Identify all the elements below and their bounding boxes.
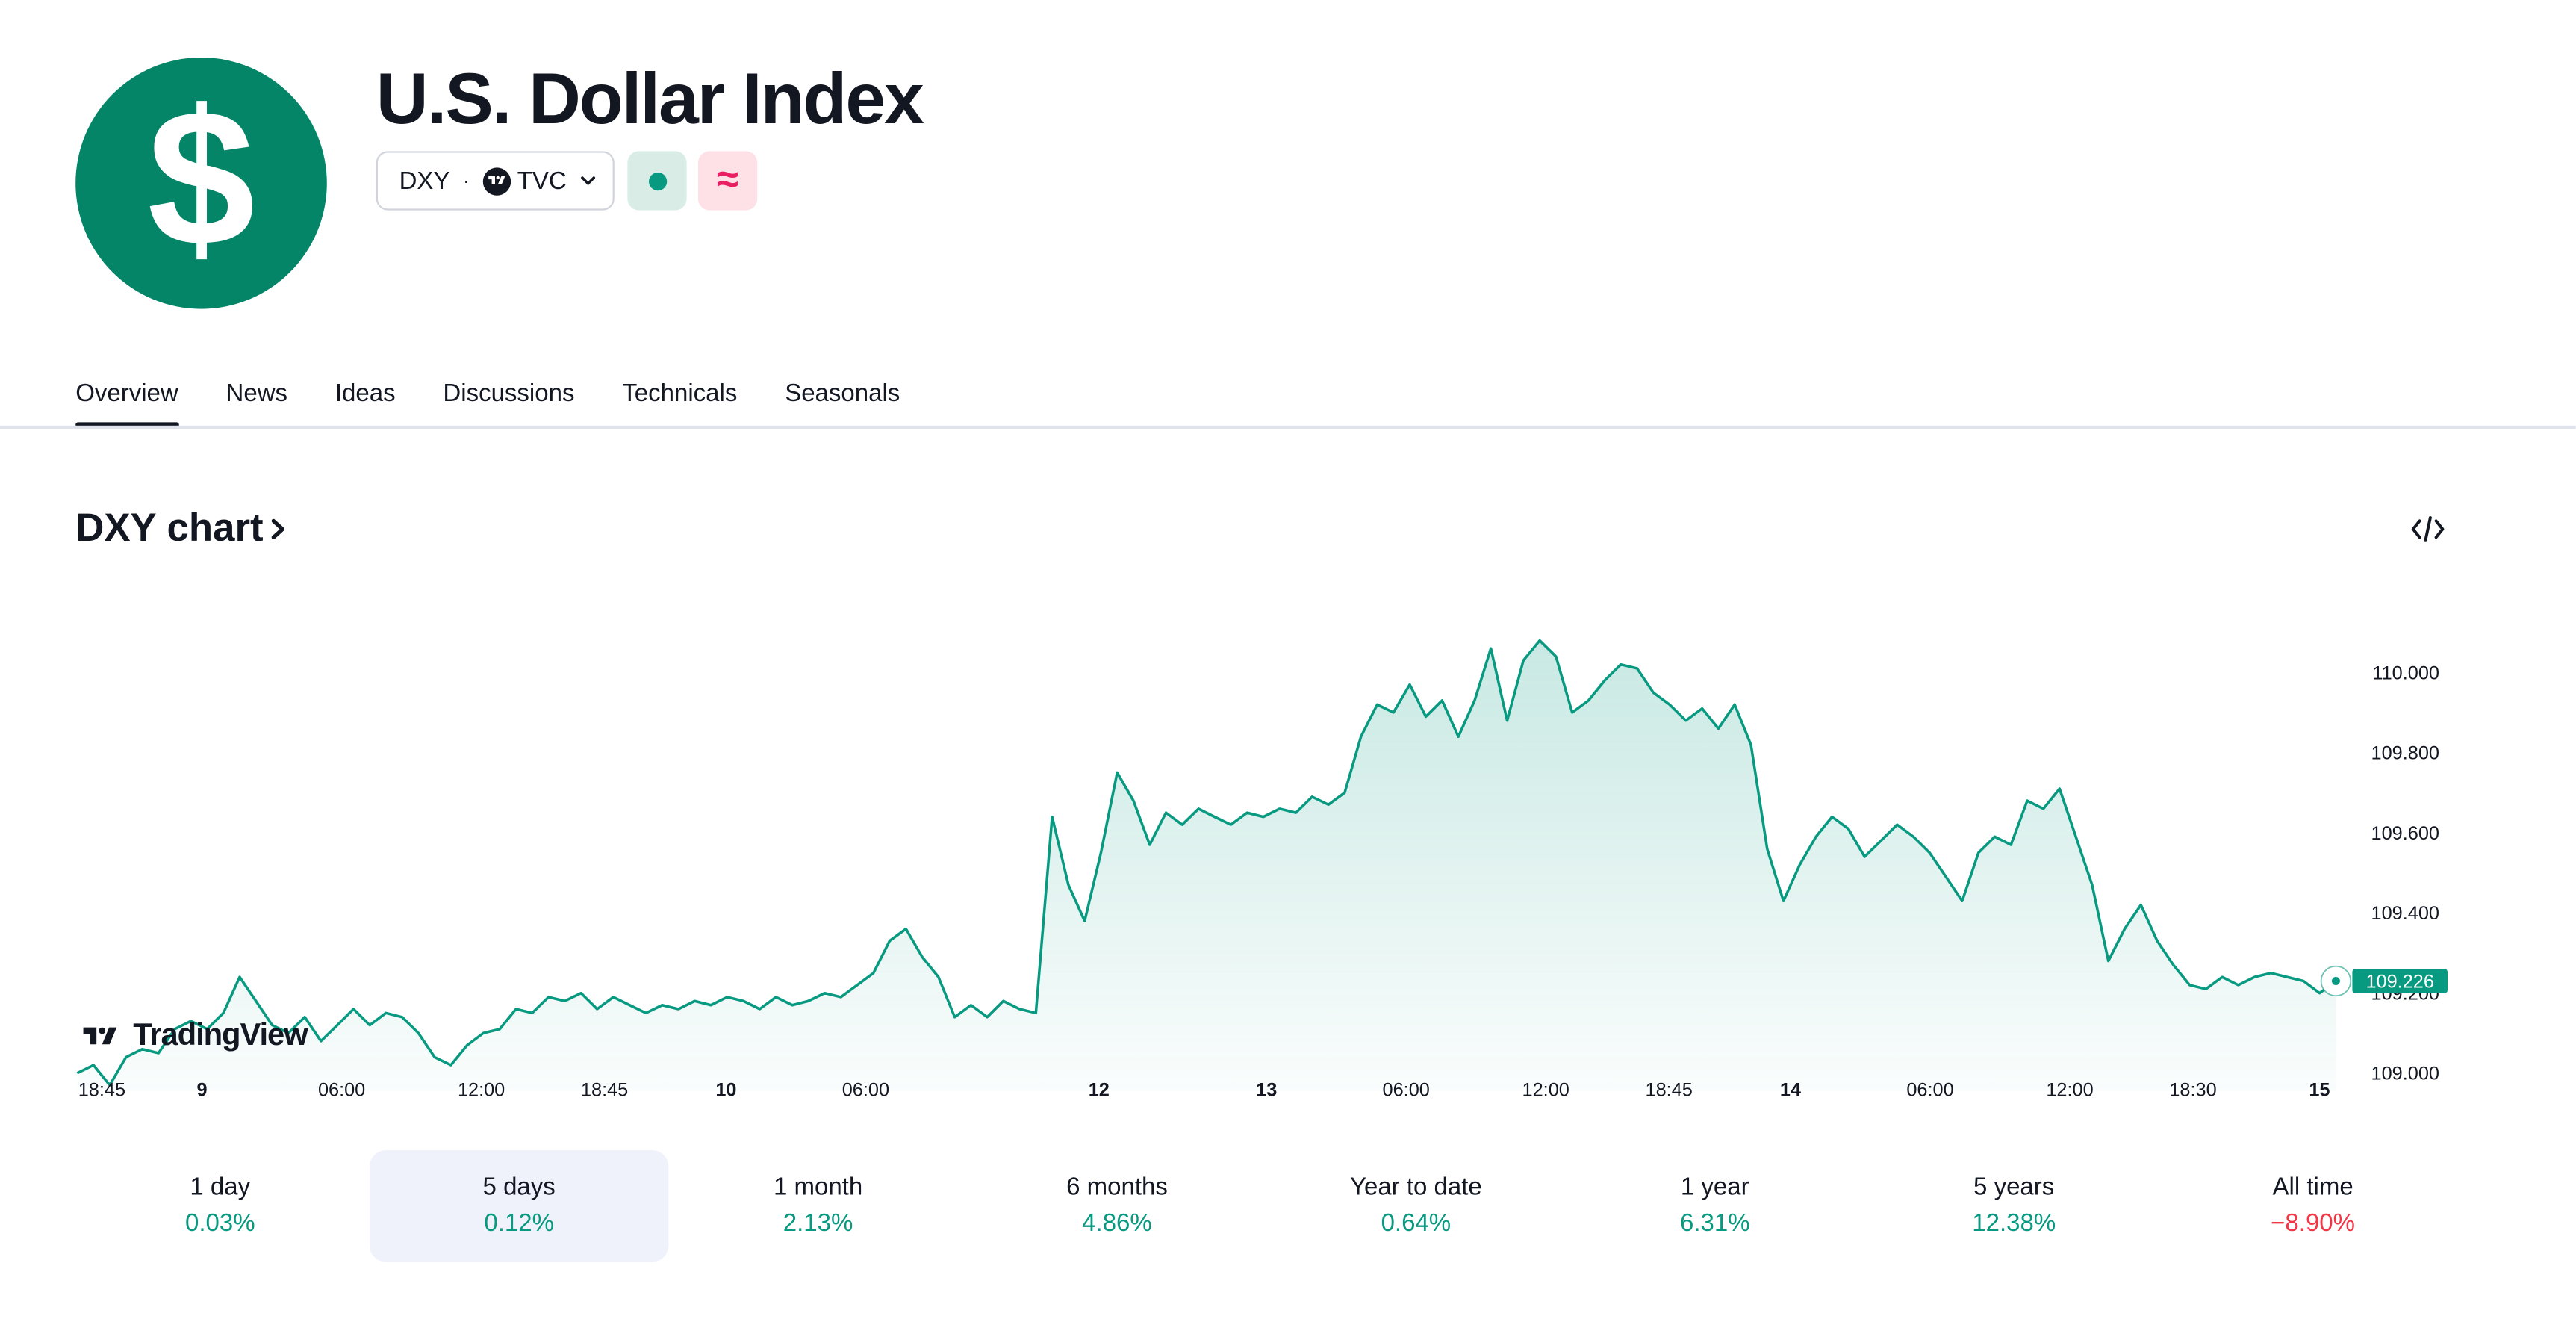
x-tick-label: 06:00 <box>842 1079 889 1100</box>
y-tick-label: 109.000 <box>2371 1064 2439 1084</box>
price-chart[interactable]: 110.000109.800109.600109.400109.200109.0… <box>0 608 2576 1134</box>
period-change: 6.31% <box>1679 1209 1750 1238</box>
x-axis: 18:45 9 06:00 12:00 18:45 10 06:00 12 13 06:00 12:… <box>78 1079 2330 1100</box>
tab-seasonals[interactable]: Seasonals <box>785 379 900 408</box>
period-label: 6 months <box>1066 1173 1168 1202</box>
tradingview-watermark[interactable]: TradingView <box>75 1019 308 1055</box>
period-1-day[interactable]: 1 day 0.03% <box>71 1150 370 1262</box>
last-price-label: 109.226 <box>2365 971 2433 992</box>
approx-equals-icon: ≈ <box>717 158 739 202</box>
period-1-year[interactable]: 1 year 6.31% <box>1566 1150 1864 1262</box>
y-tick-label: 109.400 <box>2371 903 2439 924</box>
area-fill <box>77 640 2336 1091</box>
x-tick-label: 10 <box>715 1079 736 1100</box>
y-tick-label: 109.600 <box>2371 823 2439 844</box>
x-tick-label: 18:45 <box>78 1079 125 1100</box>
period-label: Year to date <box>1349 1173 1482 1202</box>
x-tick-label: 06:00 <box>318 1079 365 1100</box>
watermark-text: TradingView <box>133 1019 308 1054</box>
y-tick-label: 110.000 <box>2372 662 2439 683</box>
y-tick-label: 109.800 <box>2371 742 2439 763</box>
symbol-exchange-selector[interactable]: DXY · TVC <box>376 151 615 211</box>
period-change: 12.38% <box>1972 1209 2056 1238</box>
period-change: 2.13% <box>783 1209 853 1238</box>
last-point-dot <box>2331 976 2340 985</box>
page-title: U.S. Dollar Index <box>376 59 924 140</box>
period-label: 1 year <box>1680 1173 1749 1202</box>
chart-title: DXY chart <box>75 506 264 550</box>
separator-dot: · <box>463 169 470 193</box>
price-area <box>76 639 2337 1091</box>
tab-discussions[interactable]: Discussions <box>443 379 575 408</box>
market-open-dot-icon <box>647 171 667 190</box>
period-year-to-date[interactable]: Year to date 0.64% <box>1266 1150 1565 1262</box>
x-tick-label: 12:00 <box>1522 1079 1569 1100</box>
exchange-logo-icon <box>482 167 511 195</box>
x-tick-label: 13 <box>1256 1079 1277 1100</box>
period-label: 5 years <box>1973 1173 2055 1202</box>
x-tick-label: 06:00 <box>1906 1079 1953 1100</box>
y-axis: 110.000109.800109.600109.400109.200109.0… <box>2371 662 2439 1084</box>
x-tick-label: 18:30 <box>2169 1079 2216 1100</box>
period-label: All time <box>2272 1173 2353 1202</box>
period-change: −8.90% <box>2271 1209 2356 1238</box>
exchange-name: TVC <box>517 167 567 195</box>
tradingview-logo-icon <box>83 1027 117 1045</box>
chevron-right-icon <box>272 518 285 540</box>
dollar-sign-icon: $ <box>147 70 255 287</box>
chart-title-link[interactable]: DXY chart <box>75 506 287 553</box>
code-embed-icon[interactable] <box>2408 511 2448 547</box>
tab-overview[interactable]: Overview <box>75 364 178 428</box>
period-label: 1 month <box>773 1173 863 1202</box>
svg-text:$: $ <box>147 70 255 287</box>
period-1-month[interactable]: 1 month 2.13% <box>668 1150 967 1262</box>
tab-ideas[interactable]: Ideas <box>335 379 396 408</box>
x-tick-label: 12:00 <box>2046 1079 2093 1100</box>
period-all-time[interactable]: All time −8.90% <box>2163 1150 2462 1262</box>
section-tabs: Overview News Ideas Discussions Technica… <box>75 364 948 428</box>
x-tick-label: 15 <box>2309 1079 2330 1100</box>
tab-technicals[interactable]: Technicals <box>622 379 738 408</box>
last-price-badge <box>2352 968 2448 993</box>
x-tick-label: 06:00 <box>1383 1079 1430 1100</box>
period-5-years[interactable]: 5 years 12.38% <box>1864 1150 2163 1262</box>
symbol-logo: $ <box>75 58 327 309</box>
period-change: 0.12% <box>484 1209 554 1238</box>
x-tick-label: 18:45 <box>581 1079 628 1100</box>
data-delay-button[interactable]: ≈ <box>698 151 758 211</box>
x-tick-label: 12:00 <box>458 1079 505 1100</box>
chevron-down-icon <box>580 176 595 186</box>
x-tick-label: 18:45 <box>1646 1079 1693 1100</box>
tabs-divider <box>0 425 2576 429</box>
x-tick-label: 9 <box>197 1079 208 1100</box>
period-6-months[interactable]: 6 months 4.86% <box>968 1150 1266 1262</box>
market-status-button[interactable] <box>627 151 687 211</box>
period-label: 5 days <box>482 1173 556 1202</box>
period-change: 0.03% <box>184 1209 255 1238</box>
period-change: 4.86% <box>1082 1209 1152 1238</box>
period-label: 1 day <box>190 1173 251 1202</box>
x-tick-label: 14 <box>1780 1079 1801 1100</box>
performance-periods: 1 day 0.03% 5 days 0.12% 1 month 2.13% 6 month… <box>71 1150 2463 1262</box>
price-line <box>76 639 2337 1087</box>
period-5-days[interactable]: 5 days 0.12% <box>370 1150 669 1262</box>
last-price-marker: 109.226 <box>2320 965 2448 997</box>
symbol-ticker: DXY <box>399 167 450 195</box>
period-change: 0.64% <box>1381 1209 1452 1238</box>
tab-news[interactable]: News <box>225 379 288 408</box>
x-tick-label: 12 <box>1089 1079 1110 1100</box>
